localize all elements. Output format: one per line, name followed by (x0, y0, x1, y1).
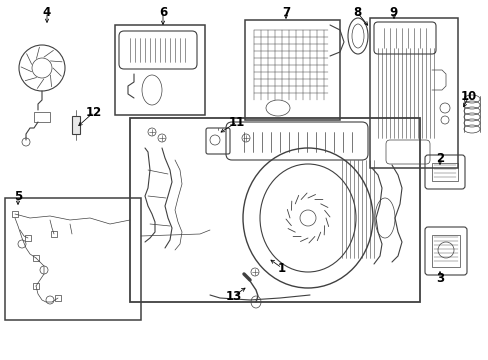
Bar (5, 198, 141, 320)
Text: 5: 5 (14, 189, 22, 202)
Bar (244, 20, 339, 120)
Text: 11: 11 (228, 116, 244, 129)
Bar (34, 112, 50, 122)
Text: 2: 2 (435, 152, 443, 165)
Bar (25, 235, 31, 241)
Bar (431, 163, 457, 181)
Text: 1: 1 (277, 261, 285, 275)
Text: 12: 12 (86, 105, 102, 118)
Text: 3: 3 (435, 271, 443, 284)
Text: 8: 8 (352, 5, 360, 18)
Bar (130, 118, 419, 302)
Bar (55, 295, 61, 301)
Text: 13: 13 (225, 289, 242, 302)
Text: 7: 7 (282, 5, 289, 18)
Bar (33, 283, 39, 289)
Text: 10: 10 (460, 90, 476, 103)
Bar (369, 18, 457, 168)
Text: 4: 4 (43, 5, 51, 18)
Bar (431, 235, 459, 267)
Bar (72, 116, 80, 134)
Text: 6: 6 (159, 5, 167, 18)
Text: 9: 9 (389, 5, 397, 18)
Bar (33, 255, 39, 261)
Bar (115, 25, 204, 115)
Bar (51, 231, 57, 237)
Bar (12, 211, 18, 217)
